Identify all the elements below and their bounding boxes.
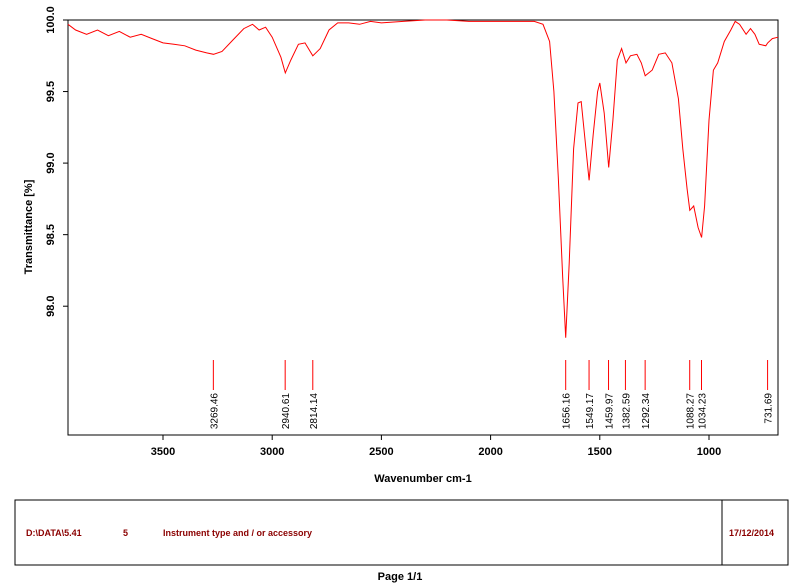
peak-label: 2814.14 bbox=[309, 393, 320, 430]
x-tick-label: 3500 bbox=[151, 446, 175, 458]
peak-label: 1382.59 bbox=[621, 393, 632, 430]
y-tick-label: 98.0 bbox=[45, 295, 57, 316]
x-tick-label: 2000 bbox=[478, 446, 502, 458]
footer-date: 17/12/2014 bbox=[729, 528, 774, 538]
peak-label: 1549.17 bbox=[585, 393, 596, 430]
peak-label: 1088.27 bbox=[686, 393, 697, 430]
spectrum-line bbox=[67, 19, 779, 338]
peak-label: 1459.97 bbox=[605, 393, 616, 430]
peak-label: 1034.23 bbox=[698, 393, 709, 430]
y-tick-label: 98.5 bbox=[45, 224, 57, 245]
footer-box bbox=[14, 499, 789, 566]
x-axis-label: Wavenumber cm-1 bbox=[374, 473, 471, 485]
plot-frame bbox=[67, 19, 779, 436]
peak-label: 2940.61 bbox=[281, 393, 292, 430]
x-tick-label: 1000 bbox=[697, 446, 721, 458]
x-tick-label: 2500 bbox=[369, 446, 393, 458]
peak-label: 731.69 bbox=[764, 393, 775, 424]
footer-number: 5 bbox=[123, 528, 128, 538]
footer-file: D:\DATA\5.41 bbox=[26, 528, 82, 538]
x-tick-label: 3000 bbox=[260, 446, 284, 458]
y-axis-label: Transmittance [%] bbox=[23, 179, 35, 274]
y-tick-label: 100.0 bbox=[45, 6, 57, 34]
x-tick-label: 1500 bbox=[588, 446, 612, 458]
y-tick-label: 99.0 bbox=[45, 152, 57, 173]
peak-label: 3269.46 bbox=[209, 393, 220, 430]
peak-label: 1292.34 bbox=[641, 393, 652, 430]
peak-label: 1656.16 bbox=[562, 393, 573, 430]
page-label: Page 1/1 bbox=[378, 571, 423, 583]
y-tick-label: 99.5 bbox=[45, 81, 57, 102]
footer-instrument: Instrument type and / or accessory bbox=[163, 528, 312, 538]
